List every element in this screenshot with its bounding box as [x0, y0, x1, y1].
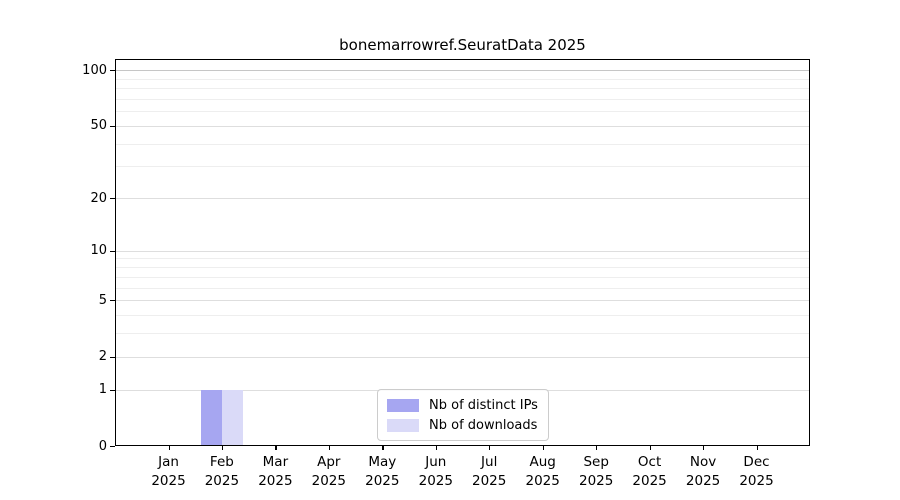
x-tick-label: Jun 2025: [418, 454, 453, 489]
y-tick-label: 10: [90, 243, 107, 259]
x-tick-mark: [382, 446, 384, 450]
gridline-major: [115, 198, 810, 199]
y-tick-mark: [110, 300, 115, 302]
gridline-major: [115, 70, 810, 71]
y-tick-label: 0: [98, 438, 107, 454]
gridline-minor: [115, 287, 810, 289]
gridline-minor: [115, 276, 810, 278]
x-tick-mark: [596, 446, 598, 450]
y-tick-mark: [110, 389, 115, 391]
y-tick-mark: [110, 198, 115, 200]
legend-entry: Nb of distinct IPs: [387, 395, 538, 415]
x-tick-label: Jan 2025: [151, 454, 186, 489]
gridline-minor: [115, 78, 810, 80]
gridline-minor: [115, 143, 810, 145]
y-tick-label: 20: [90, 190, 107, 206]
x-tick-mark: [435, 446, 438, 450]
x-tick-mark: [703, 446, 705, 450]
gridline-major: [115, 356, 810, 358]
y-tick-mark: [110, 446, 115, 448]
y-tick-mark: [110, 125, 115, 127]
x-tick-mark: [328, 446, 331, 450]
x-tick-mark: [649, 446, 651, 450]
gridline-minor: [115, 88, 810, 89]
y-tick-label: 100: [82, 62, 107, 78]
x-tick-label: Jul 2025: [472, 454, 507, 489]
gridline-minor: [115, 333, 810, 335]
legend-entry: Nb of downloads: [387, 415, 538, 435]
legend-label: Nb of distinct IPs: [429, 397, 538, 413]
x-tick-mark: [275, 446, 277, 450]
x-tick-label: Feb 2025: [204, 454, 240, 489]
gridline-minor: [115, 258, 810, 260]
legend-label: Nb of downloads: [429, 417, 538, 433]
y-tick-label: 50: [90, 118, 107, 134]
plot-frame: [115, 59, 810, 446]
x-tick-label: Apr 2025: [311, 454, 346, 489]
x-tick-label: May 2025: [365, 454, 400, 489]
bar-nb-of-distinct-ips: [200, 389, 222, 446]
x-tick-mark: [489, 446, 491, 450]
legend: Nb of distinct IPs Nb of downloads: [377, 389, 549, 441]
x-tick-label: Dec 2025: [739, 454, 774, 489]
chart-title: bonemarrowref.SeuratData 2025: [339, 36, 586, 54]
legend-swatch-icon: [387, 398, 419, 412]
gridline-minor: [115, 166, 810, 168]
x-tick-label: Oct 2025: [632, 454, 667, 489]
y-tick-mark: [110, 356, 115, 358]
gridline-minor: [115, 314, 810, 316]
x-tick-label: Mar 2025: [258, 454, 293, 489]
legend-swatch-icon: [387, 418, 419, 432]
y-tick-label: 1: [98, 382, 107, 397]
gridline-minor: [115, 111, 810, 113]
x-tick-label: Sep 2025: [579, 454, 614, 489]
y-tick-mark: [110, 70, 115, 72]
x-tick-mark: [168, 446, 170, 450]
x-axis: Jan 2025 Feb 2025 Mar 2025 Apr 2025 May 2025 Jun 20…: [115, 446, 810, 500]
x-tick-mark: [542, 446, 544, 450]
plot-area: Nb of distinct IPs Nb of downloads: [115, 59, 810, 446]
gridline-major: [115, 250, 810, 252]
gridline-minor: [115, 98, 810, 100]
y-tick-label: 2: [98, 349, 107, 364]
gridline-minor: [115, 267, 810, 268]
x-tick-mark: [221, 446, 224, 450]
gridline-major: [115, 125, 810, 127]
x-tick-label: Aug 2025: [525, 454, 560, 489]
y-tick-mark: [110, 250, 115, 252]
y-tick-label: 5: [98, 292, 107, 308]
x-tick-mark: [756, 446, 758, 450]
y-axis-labels: 0 1 2 5 10 20 50 100: [0, 59, 107, 454]
gridline-major: [115, 300, 810, 301]
x-tick-label: Nov 2025: [685, 454, 721, 489]
bar-nb-of-downloads: [221, 389, 244, 446]
